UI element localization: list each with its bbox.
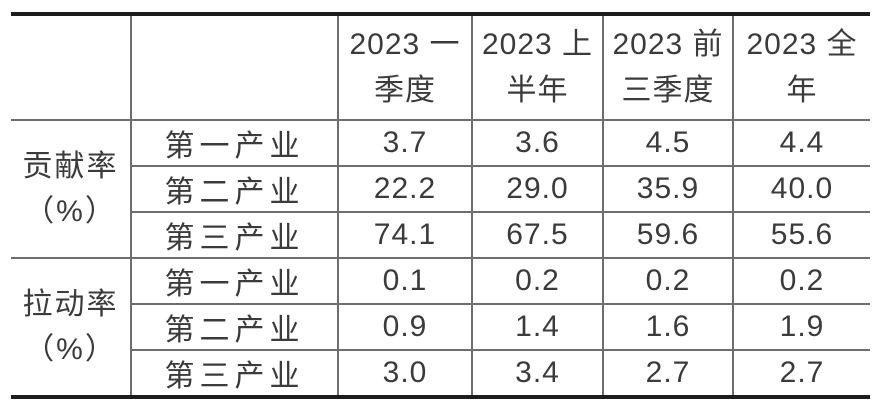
value-cell: 0.2 [471, 257, 604, 305]
group-label-pull-rate: 拉动率 （%） [11, 257, 132, 398]
industry-contribution-table: 2023 一 季度 2023 上 半年 2023 前 三季度 2023 全 年 … [11, 12, 870, 399]
group-label-line-2: （%） [24, 333, 117, 366]
value-cell: 1.6 [602, 303, 734, 351]
value-cell: 29.0 [471, 165, 604, 213]
group-label-line-2: （%） [24, 195, 117, 228]
group-label-line-1: 拉动率 [22, 288, 119, 321]
group-label-contribution-rate: 贡献率 （%） [11, 119, 132, 259]
value-cell: 0.1 [337, 257, 473, 305]
industry-label: 第二产业 [130, 303, 339, 351]
industry-label: 第一产业 [130, 257, 339, 305]
table-row: 第二产业 22.2 29.0 35.9 40.0 [11, 165, 870, 213]
column-header-2023-q1-q3: 2023 前 三季度 [602, 13, 734, 121]
header-line-2: 年 [786, 73, 818, 107]
value-cell: 0.2 [602, 257, 734, 305]
header-line-2: 三季度 [621, 73, 715, 107]
header-row: 2023 一 季度 2023 上 半年 2023 前 三季度 2023 全 年 [11, 13, 870, 121]
corner-cell-industry [130, 13, 339, 121]
value-cell: 3.0 [337, 349, 473, 398]
column-header-2023-h1: 2023 上 半年 [471, 13, 604, 121]
header-line-1: 2023 一 [349, 27, 461, 61]
corner-cell-metric [11, 13, 132, 121]
header-line-1: 2023 全 [746, 27, 858, 61]
industry-label: 第一产业 [130, 119, 339, 167]
table-row: 第三产业 74.1 67.5 59.6 55.6 [11, 211, 870, 259]
column-header-2023-full-year: 2023 全 年 [732, 13, 870, 121]
industry-label: 第三产业 [130, 349, 339, 398]
table-row: 第二产业 0.9 1.4 1.6 1.9 [11, 303, 870, 351]
header-line-1: 2023 上 [481, 27, 594, 61]
value-cell: 35.9 [602, 165, 734, 213]
value-cell: 3.7 [337, 119, 473, 167]
value-cell: 1.4 [471, 303, 604, 351]
value-cell: 1.9 [732, 303, 870, 351]
table-row: 拉动率 （%） 第一产业 0.1 0.2 0.2 0.2 [11, 257, 870, 398]
industry-label: 第三产业 [130, 211, 339, 259]
industry-label: 第二产业 [130, 165, 339, 213]
value-cell: 67.5 [471, 211, 604, 259]
value-cell: 0.2 [732, 257, 870, 305]
group-label-line-1: 贡献率 [22, 150, 119, 183]
header-line-2: 半年 [506, 73, 569, 107]
value-cell: 2.7 [732, 349, 870, 398]
table-row: 第三产业 3.0 3.4 2.7 2.7 [11, 349, 870, 398]
column-header-2023-q1: 2023 一 季度 [337, 13, 473, 121]
value-cell: 55.6 [732, 211, 870, 259]
value-cell: 0.9 [337, 303, 473, 351]
value-cell: 3.4 [471, 349, 604, 398]
value-cell: 2.7 [602, 349, 734, 398]
value-cell: 4.5 [602, 119, 734, 167]
value-cell: 22.2 [337, 165, 473, 213]
table-row: 贡献率 （%） 第一产业 3.7 3.6 4.5 4.4 [11, 119, 870, 259]
value-cell: 4.4 [732, 119, 870, 167]
value-cell: 40.0 [732, 165, 870, 213]
header-line-1: 2023 前 [612, 27, 724, 61]
value-cell: 59.6 [602, 211, 734, 259]
value-cell: 74.1 [337, 211, 473, 259]
header-line-2: 季度 [374, 73, 436, 107]
value-cell: 3.6 [471, 119, 604, 167]
